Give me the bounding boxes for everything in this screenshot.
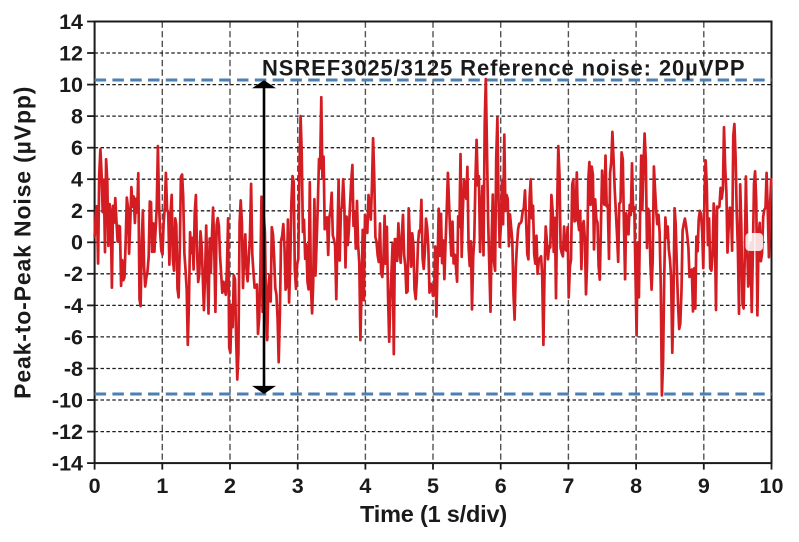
svg-text:10: 10 (760, 474, 784, 498)
svg-text:-10: -10 (52, 388, 83, 412)
svg-text:8: 8 (630, 474, 642, 498)
svg-text:2: 2 (224, 474, 236, 498)
svg-text:6: 6 (495, 474, 507, 498)
svg-text:6: 6 (71, 136, 83, 160)
svg-text:4: 4 (359, 474, 371, 498)
svg-text:1: 1 (156, 474, 168, 498)
svg-text:14: 14 (59, 10, 83, 34)
svg-text:NSREF3025/3125 Reference noise: NSREF3025/3125 Reference noise: 20µVPP (262, 56, 745, 81)
svg-text:10: 10 (59, 73, 83, 97)
svg-text:0: 0 (71, 231, 83, 255)
svg-text:5: 5 (427, 474, 439, 498)
svg-text:8: 8 (71, 105, 83, 129)
svg-text:-2: -2 (64, 262, 83, 286)
svg-text:3: 3 (292, 474, 304, 498)
svg-text:-4: -4 (64, 294, 83, 318)
svg-text:7: 7 (562, 474, 574, 498)
svg-text:-14: -14 (52, 452, 83, 476)
svg-text:-6: -6 (64, 325, 83, 349)
svg-text:0: 0 (89, 474, 101, 498)
svg-text:Peak-to-Peak Noise (µVpp): Peak-to-Peak Noise (µVpp) (10, 86, 36, 399)
svg-text:-8: -8 (64, 357, 83, 381)
svg-text:2: 2 (71, 199, 83, 223)
svg-text:4: 4 (71, 168, 83, 192)
svg-text:9: 9 (698, 474, 710, 498)
svg-text:12: 12 (59, 41, 83, 65)
svg-text:-12: -12 (52, 420, 83, 444)
svg-text:Time (1 s/div): Time (1 s/div) (360, 501, 507, 527)
